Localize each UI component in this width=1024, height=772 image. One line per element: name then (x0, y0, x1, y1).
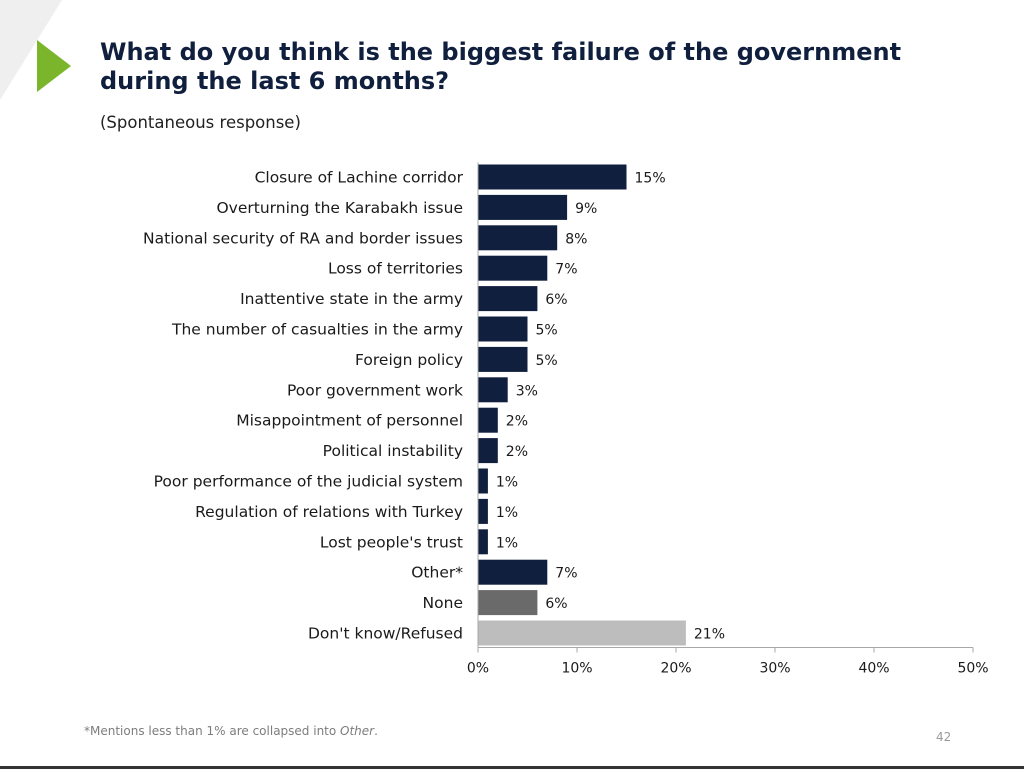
category-label: National security of RA and border issue… (143, 229, 463, 247)
footnote-end: . (374, 724, 378, 738)
page-subtitle: (Spontaneous response) (100, 113, 301, 132)
bar (478, 286, 538, 312)
category-label: Closure of Lachine corridor (255, 169, 464, 187)
footnote-emphasis: Other (340, 724, 375, 738)
data-label: 1% (496, 505, 518, 521)
data-label: 7% (555, 262, 577, 278)
bar (478, 164, 627, 190)
corner-shade-decoration (0, 0, 62, 100)
data-label: 1% (496, 535, 518, 551)
category-label: Poor performance of the judicial system (154, 473, 463, 491)
bar (478, 377, 508, 403)
x-tick-label: 40% (858, 661, 889, 677)
bar (478, 346, 528, 372)
bar (478, 407, 498, 433)
data-label: 1% (496, 475, 518, 491)
footnote-text: *Mentions less than 1% are collapsed int… (84, 724, 341, 738)
category-label: Poor government work (287, 381, 463, 399)
category-label: The number of casualties in the army (171, 321, 463, 339)
bottom-divider (0, 766, 1024, 769)
footnote: *Mentions less than 1% are collapsed int… (84, 724, 378, 738)
data-label: 6% (545, 596, 567, 612)
page-title: What do you think is the biggest failure… (100, 38, 902, 95)
data-label: 5% (536, 353, 558, 369)
category-label: Misappointment of personnel (236, 412, 463, 430)
bar-chart: Closure of Lachine corridor 15% Overturnin… (143, 162, 989, 677)
data-label: 7% (555, 566, 577, 582)
category-label: Loss of territories (328, 260, 463, 278)
x-tick-label: 0% (467, 661, 489, 677)
category-label: Other* (411, 564, 463, 582)
category-label: Regulation of relations with Turkey (195, 503, 463, 521)
category-label: None (423, 594, 463, 612)
bar (478, 316, 528, 342)
x-tick-label: 50% (957, 661, 988, 677)
data-label: 15% (635, 171, 666, 187)
data-label: 5% (536, 323, 558, 339)
category-label: Inattentive state in the army (240, 290, 463, 308)
data-label: 21% (694, 627, 725, 643)
bar (478, 559, 548, 585)
bar (478, 468, 488, 494)
bar (478, 255, 548, 281)
bar (478, 438, 498, 464)
category-label: Lost people's trust (320, 533, 463, 551)
category-label: Overturning the Karabakh issue (216, 199, 463, 217)
data-label: 9% (575, 201, 597, 217)
page-number: 42 (936, 730, 952, 744)
category-label: Political instability (323, 442, 463, 460)
category-label: Foreign policy (355, 351, 463, 369)
category-label: Don't know/Refused (308, 625, 463, 643)
bar (478, 620, 686, 646)
data-label: 2% (506, 414, 528, 430)
x-tick-label: 20% (660, 661, 691, 677)
bar (478, 225, 558, 251)
bar (478, 194, 568, 220)
data-label: 8% (565, 231, 587, 247)
data-label: 3% (516, 383, 538, 399)
x-tick-label: 30% (759, 661, 790, 677)
green-triangle-icon (37, 40, 71, 92)
data-label: 6% (545, 292, 567, 308)
bar (478, 590, 538, 616)
x-tick-label: 10% (561, 661, 592, 677)
data-label: 2% (506, 444, 528, 460)
bar (478, 529, 488, 555)
bar (478, 498, 488, 524)
